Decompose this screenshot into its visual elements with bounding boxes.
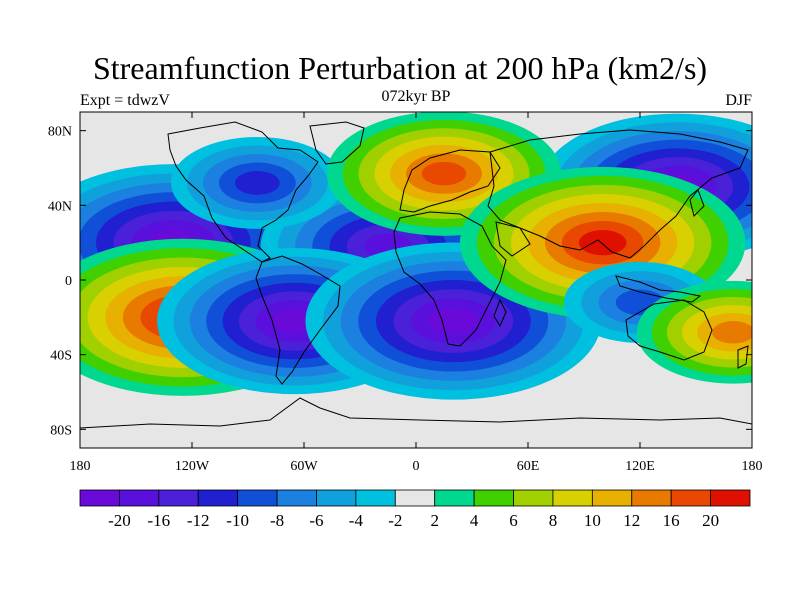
coastline-arabia	[495, 221, 531, 257]
experiment-label: Expt = tdwzV	[80, 92, 170, 109]
y-tick-label: 0	[65, 274, 72, 289]
colorbar-label: 8	[549, 511, 558, 530]
map-ticks: 180 120W 60W 0 60E 120E 180 80N 40N 0 40S 80S	[48, 112, 763, 474]
colorbar-box	[276, 489, 317, 507]
colorbar-box	[119, 489, 160, 507]
x-tick-label: 60E	[517, 459, 540, 474]
colorbar-box	[316, 489, 357, 507]
colorbar-label: 2	[430, 511, 439, 530]
field-center-australia-high	[636, 280, 752, 384]
coastline-australia	[625, 299, 713, 361]
y-tick-label: 80N	[48, 125, 72, 140]
colorbar-box	[710, 489, 751, 507]
coastlines	[80, 121, 752, 429]
x-tick-label: 60W	[290, 459, 318, 474]
y-tick-label: 40N	[48, 199, 72, 214]
colorbar-label: -4	[349, 511, 364, 530]
y-tick-label: 80S	[50, 423, 72, 438]
colorbar: -20 -16 -12 -10 -8 -6 -4 -2 2 4 6 8 10 12 16 20	[79, 489, 751, 530]
colorbar-box	[434, 489, 475, 507]
colorbar-label: -20	[108, 511, 131, 530]
coastline-japan	[689, 189, 705, 217]
coastline-madagascar	[493, 298, 507, 328]
x-tick-label: 180	[742, 459, 763, 474]
colorbar-label: 4	[470, 511, 479, 530]
colorbar-box	[79, 489, 120, 507]
y-tick-label: 40S	[50, 349, 72, 364]
colorbar-label: -8	[270, 511, 284, 530]
colorbar-label: -6	[309, 511, 323, 530]
colorbar-box	[237, 489, 278, 507]
x-tick-label: 180	[70, 459, 91, 474]
field-contour	[712, 321, 752, 344]
colorbar-label: 20	[702, 511, 719, 530]
colorbar-box	[591, 489, 633, 507]
season-label: DJF	[725, 92, 752, 109]
field-center-north-america-low	[170, 137, 344, 229]
colorbar-box	[631, 489, 672, 507]
x-tick-label: 120E	[625, 459, 655, 474]
colorbar-label: -10	[226, 511, 249, 530]
field-contour	[234, 171, 280, 195]
colorbar-label: 6	[509, 511, 518, 530]
colorbar-label: 12	[623, 511, 640, 530]
coastline-indonesia	[615, 275, 702, 303]
coastline-africa	[393, 211, 507, 347]
field-contour	[578, 230, 627, 256]
colorbar-label: 10	[584, 511, 601, 530]
colorbar-label: -2	[388, 511, 402, 530]
coastline-south-america	[255, 255, 341, 385]
field-contour	[421, 161, 467, 186]
colorbar-label: -12	[187, 511, 210, 530]
x-tick-label: 120W	[175, 459, 210, 474]
coastline-greenland	[309, 121, 365, 165]
colorbar-box	[513, 489, 554, 507]
coastline-europe	[399, 149, 501, 213]
colorbar-box	[394, 489, 436, 507]
chart-title: Streamfunction Perturbation at 200 hPa (…	[92, 50, 708, 86]
colorbar-box	[197, 489, 239, 507]
field-layers	[80, 112, 752, 400]
time-label: 072kyr BP	[381, 88, 451, 105]
coastline-new-zealand	[737, 345, 749, 369]
colorbar-label: 16	[663, 511, 680, 530]
coastline-north-america	[167, 121, 319, 263]
x-tick-label: 0	[413, 459, 420, 474]
field-contour	[428, 307, 478, 335]
colorbar-box	[473, 489, 514, 507]
coastline-antarctica	[80, 397, 752, 429]
colorbar-box	[158, 489, 199, 507]
colorbar-label: -16	[147, 511, 170, 530]
colorbar-box	[670, 489, 711, 507]
colorbar-box	[552, 489, 593, 507]
colorbar-box	[355, 489, 396, 507]
field-center-south-africa-low	[305, 242, 602, 400]
